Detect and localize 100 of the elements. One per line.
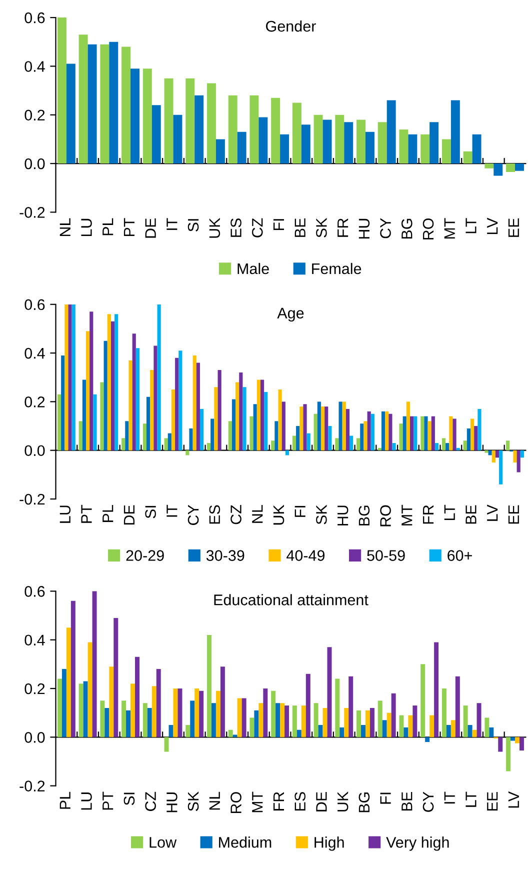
x-tick-label: HU	[358, 218, 370, 239]
bar	[455, 676, 460, 738]
bar	[410, 416, 414, 450]
bar	[186, 450, 190, 456]
bar	[242, 387, 246, 450]
bar	[318, 724, 323, 738]
bar	[492, 450, 496, 463]
x-tick-label: EE	[487, 792, 498, 810]
x-tick-label: FR	[273, 792, 284, 810]
bar	[211, 703, 216, 738]
bar	[386, 100, 396, 164]
bar	[320, 406, 325, 450]
x-tick-label: MT	[402, 504, 412, 526]
bar	[442, 688, 446, 738]
x-tick-label: RO	[422, 218, 434, 240]
bar	[364, 421, 368, 450]
bar	[370, 708, 374, 738]
bar	[306, 674, 310, 738]
bar	[236, 382, 240, 450]
bar	[344, 122, 354, 164]
x-tick-label: LV	[487, 504, 498, 521]
bar	[239, 372, 243, 450]
bar	[142, 703, 148, 738]
bar	[175, 358, 179, 450]
x-tick-label: LU	[81, 218, 92, 236]
bar	[214, 387, 218, 450]
x-tick-label: BE	[294, 218, 306, 237]
bar	[515, 164, 524, 171]
x-tick-label: RO	[380, 505, 391, 526]
bar	[86, 331, 90, 450]
bar	[348, 676, 354, 738]
x-tick-label: MT	[444, 218, 455, 239]
y-tick-label: 0.2	[24, 683, 45, 694]
y-tick-label: 0.2	[24, 396, 45, 408]
x-tick-label: LU	[81, 792, 92, 810]
x-tick-label: ES	[294, 792, 306, 810]
bar	[520, 450, 524, 458]
x-tick-label: CY	[188, 504, 199, 525]
bar	[104, 708, 110, 738]
bar	[152, 686, 156, 738]
bar	[356, 710, 361, 738]
bar	[356, 438, 360, 450]
x-tick-label: ES	[230, 218, 242, 237]
bar	[404, 727, 408, 738]
bar	[499, 450, 503, 484]
bar	[381, 411, 386, 450]
bar	[57, 678, 62, 738]
bar	[442, 438, 446, 450]
bar	[300, 406, 304, 450]
bar	[178, 688, 182, 738]
x-tick-label: FI	[294, 506, 306, 517]
bar	[420, 134, 430, 164]
legend-label: 40-49	[286, 550, 325, 561]
bar	[361, 724, 366, 738]
bar	[210, 418, 214, 450]
x-tick-label: PL	[102, 505, 114, 522]
x-tick-label: NL	[209, 792, 220, 810]
bar	[431, 416, 435, 450]
bar	[206, 634, 212, 738]
y-tick-label: 0.0	[24, 158, 45, 170]
bar	[425, 737, 430, 742]
bar	[420, 664, 426, 738]
x-tick-label: DE	[316, 792, 327, 812]
bar	[513, 450, 517, 463]
bar	[314, 414, 318, 450]
bar	[378, 122, 387, 164]
bar	[338, 402, 342, 450]
bar	[408, 134, 418, 164]
bar	[66, 628, 71, 738]
bar	[100, 382, 104, 450]
bar	[237, 698, 242, 738]
bar	[78, 34, 88, 164]
bar	[301, 706, 306, 738]
bar	[122, 700, 126, 738]
bar	[446, 443, 450, 450]
bar	[506, 440, 510, 450]
bar	[70, 600, 76, 738]
x-tick-label: SI	[124, 792, 135, 806]
legend-label: Female	[312, 262, 362, 274]
bar	[314, 114, 323, 164]
bar	[335, 114, 344, 164]
bar	[186, 78, 195, 164]
bar	[171, 390, 176, 450]
bar	[327, 647, 332, 738]
x-tick-label: LT	[444, 504, 455, 520]
bar	[324, 406, 328, 450]
legend-label: Low	[150, 837, 177, 848]
bar	[434, 443, 439, 450]
bar	[228, 95, 238, 164]
bar	[263, 688, 268, 738]
x-tick-label: HU	[338, 506, 348, 526]
bar	[232, 399, 236, 450]
bar	[194, 95, 204, 164]
bar	[346, 408, 350, 450]
bar	[388, 414, 392, 450]
bar	[378, 448, 382, 450]
bar	[173, 688, 178, 738]
x-tick-label: BG	[358, 506, 370, 526]
bar	[412, 706, 418, 738]
x-tick-label: LT	[466, 218, 476, 234]
